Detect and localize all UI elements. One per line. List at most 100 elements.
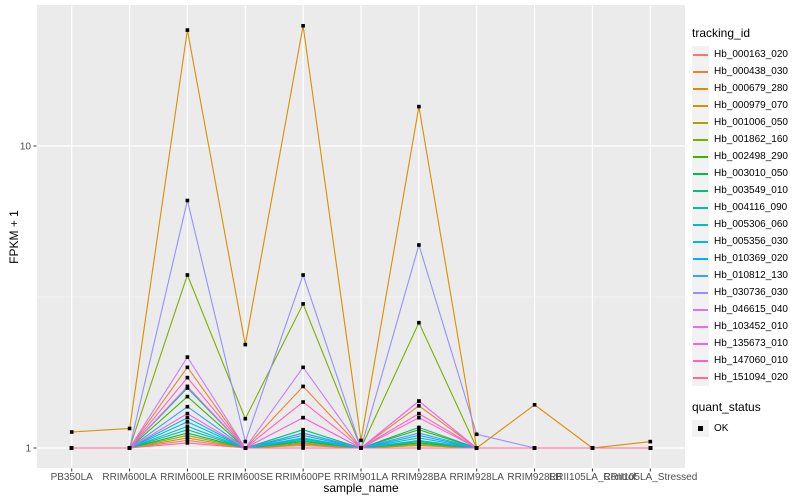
ok-square-marker-icon — [698, 426, 703, 431]
legend-line-swatch — [693, 155, 708, 158]
x-tick-label-PB350LA: PB350LA — [51, 472, 94, 483]
y-axis-title: FPKM + 1 — [7, 210, 21, 264]
legend-item-Hb_010369_020: Hb_010369_020 — [692, 250, 798, 267]
legend-item-Hb_000438_030: Hb_000438_030 — [692, 63, 798, 80]
x-tick-label-RRIM600PE: RRIM600PE — [275, 472, 331, 483]
y-tick-label-10: 10 — [20, 142, 32, 153]
legend-key — [692, 199, 709, 216]
legend-item-Hb_010812_130: Hb_010812_130 — [692, 267, 798, 284]
x-tick-label-RRIM928BA: RRIM928BA — [391, 472, 447, 483]
legend-line-swatch — [693, 342, 708, 345]
legend-item-Hb_004116_090: Hb_004116_090 — [692, 199, 798, 216]
legend-line-swatch — [693, 104, 708, 107]
legend-key — [692, 165, 709, 182]
legend-item-Hb_003549_010: Hb_003549_010 — [692, 182, 798, 199]
legend-item-label: Hb_000979_070 — [714, 100, 788, 111]
legend-item-label: Hb_003010_050 — [714, 168, 788, 179]
legend-item-label: Hb_005306_060 — [714, 219, 788, 230]
x-tick-labels: PB350LA RRIM600LA RRIM600LE RRIM600SE RRIM60… — [51, 472, 698, 483]
legend-key — [692, 233, 709, 250]
legend-item-label: Hb_001862_160 — [714, 134, 788, 145]
legend-item-Hb_135673_010: Hb_135673_010 — [692, 335, 798, 352]
legend-line-swatch — [693, 274, 708, 277]
x-tick-label-RRIM600LA: RRIM600LA — [102, 472, 157, 483]
legend-key — [692, 80, 709, 97]
tracking-legend-items: Hb_000163_020 Hb_000438_030 Hb_000679_280 H… — [692, 46, 798, 386]
legend-item-Hb_005306_060: Hb_005306_060 — [692, 216, 798, 233]
tracking-id-legend-title: tracking_id — [692, 26, 751, 40]
legend-key — [692, 114, 709, 131]
legend-item-label: Hb_004116_090 — [714, 202, 788, 213]
legend-item-Hb_000979_070: Hb_000979_070 — [692, 97, 798, 114]
legend-item-label: Hb_000438_030 — [714, 66, 788, 77]
legend-key — [692, 267, 709, 284]
legend-item-Hb_000163_020: Hb_000163_020 — [692, 46, 798, 63]
legend-item-Hb_151094_020: Hb_151094_020 — [692, 369, 798, 386]
legend-item-label: OK — [714, 423, 729, 434]
legend-line-swatch — [693, 240, 708, 243]
legend-item-Hb_046615_040: Hb_046615_040 — [692, 301, 798, 318]
quant-status-legend-title: quant_status — [692, 400, 761, 414]
legend-line-swatch — [693, 53, 708, 56]
legend-item-label: Hb_147060_010 — [714, 355, 788, 366]
legend-item-label: Hb_000163_020 — [714, 49, 788, 60]
legend-line-swatch — [693, 189, 708, 192]
legend-key — [692, 335, 709, 352]
legend-item-ok: OK — [692, 420, 798, 437]
legend-key — [692, 182, 709, 199]
legend-line-swatch — [693, 70, 708, 73]
legend-line-swatch — [693, 308, 708, 311]
x-tick-label-RRIM928LB: RRIM928LB — [507, 472, 562, 483]
x-tick-label-RRIM928LA: RRIM928LA — [449, 472, 504, 483]
legend-item-Hb_103452_010: Hb_103452_010 — [692, 318, 798, 335]
legend-key — [692, 97, 709, 114]
legend-item-label: Hb_003549_010 — [714, 185, 788, 196]
legend-line-swatch — [693, 325, 708, 328]
legend-item-label: Hb_001006_050 — [714, 117, 788, 128]
legend-key — [692, 216, 709, 233]
legend-line-swatch — [693, 257, 708, 260]
legend-item-Hb_005356_030: Hb_005356_030 — [692, 233, 798, 250]
axis-ticks — [33, 145, 651, 472]
legend-key — [692, 46, 709, 63]
legend-key — [692, 284, 709, 301]
legend-key — [692, 63, 709, 80]
legend-key — [692, 352, 709, 369]
gridlines — [37, 5, 685, 468]
legend-item-label: Hb_000679_280 — [714, 83, 788, 94]
legend-panel: tracking_id Hb_000163_020 Hb_000438_030 Hb… — [692, 26, 798, 437]
x-tick-label-RRIM901LA: RRIM901LA — [334, 472, 389, 483]
x-tick-label-RRIM600LE: RRIM600LE — [160, 472, 215, 483]
legend-key — [692, 250, 709, 267]
legend-key — [692, 420, 709, 437]
legend-line-swatch — [693, 172, 708, 175]
legend-item-label: Hb_046615_040 — [714, 304, 788, 315]
legend-item-label: Hb_010812_130 — [714, 270, 788, 281]
legend-line-swatch — [693, 376, 708, 379]
legend-item-Hb_001006_050: Hb_001006_050 — [692, 114, 798, 131]
legend-item-Hb_003010_050: Hb_003010_050 — [692, 165, 798, 182]
legend-key — [692, 318, 709, 335]
legend-item-label: Hb_135673_010 — [714, 338, 788, 349]
legend-item-label: Hb_002498_290 — [714, 151, 788, 162]
legend-item-Hb_001862_160: Hb_001862_160 — [692, 131, 798, 148]
legend-item-label: Hb_151094_020 — [714, 372, 788, 383]
x-tick-label-RRIM600SE: RRIM600SE — [218, 472, 274, 483]
y-tick-labels: 1 10 — [20, 142, 32, 455]
x-tick-label-RRII105LA_Stressed: RRII105LA_Stressed — [603, 472, 697, 483]
legend-item-Hb_002498_290: Hb_002498_290 — [692, 148, 798, 165]
legend-line-swatch — [693, 223, 708, 226]
y-tick-label-1: 1 — [25, 444, 31, 455]
legend-line-swatch — [693, 121, 708, 124]
legend-line-swatch — [693, 291, 708, 294]
legend-item-Hb_147060_010: Hb_147060_010 — [692, 352, 798, 369]
legend-key — [692, 369, 709, 386]
point-markers — [69, 24, 653, 450]
legend-line-swatch — [693, 87, 708, 90]
legend-item-label: Hb_010369_020 — [714, 253, 788, 264]
legend-key — [692, 148, 709, 165]
legend-key — [692, 131, 709, 148]
legend-item-Hb_000679_280: Hb_000679_280 — [692, 80, 798, 97]
